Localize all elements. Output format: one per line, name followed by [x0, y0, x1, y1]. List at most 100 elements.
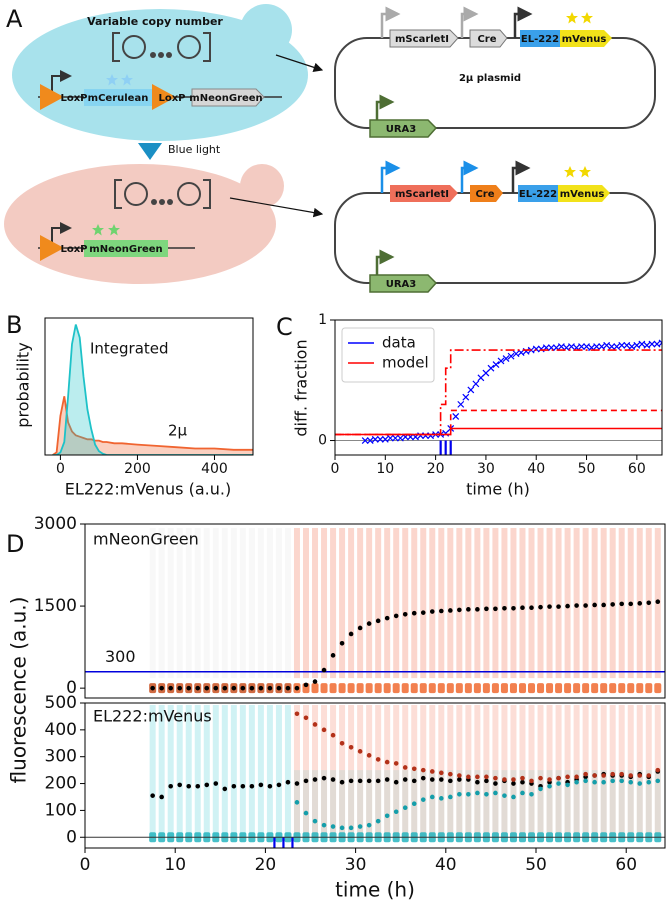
cell-cloud — [347, 683, 355, 694]
median-point — [438, 796, 444, 801]
median-point — [222, 685, 228, 691]
cell-cloud — [375, 770, 382, 838]
cell-cloud — [582, 683, 590, 694]
median-point — [231, 685, 237, 691]
cell-cloud — [600, 683, 608, 694]
median-point — [357, 778, 363, 784]
star — [581, 12, 593, 24]
data-point — [608, 343, 616, 350]
cell-cloud — [564, 683, 572, 694]
x-tick-label: 60 — [615, 855, 637, 875]
cell-cloud — [528, 770, 535, 838]
median-point — [177, 782, 183, 788]
cell-cloud — [375, 528, 382, 679]
median-point — [556, 604, 561, 609]
cell-cloud — [348, 770, 355, 838]
plot-area — [85, 528, 665, 694]
chart-scatter: time (h) EL222:mVenus 0 10 20 30 40 50 60 0 100 200… — [45, 693, 666, 902]
cell-cloud — [158, 528, 165, 679]
cell-cloud — [483, 528, 490, 679]
cell-cloud — [429, 770, 436, 838]
cell-cloud — [555, 705, 562, 838]
median-point — [330, 653, 336, 658]
median-point — [448, 608, 453, 613]
cell-cloud — [158, 705, 165, 838]
x-tick-label: 400 — [201, 461, 228, 477]
promoter — [513, 6, 533, 38]
median-point — [601, 602, 606, 608]
median-point — [213, 781, 219, 786]
x-tick-label: 60 — [628, 461, 646, 477]
median-point — [312, 777, 318, 782]
panel-label: D — [6, 530, 24, 558]
data-point — [557, 343, 565, 350]
cell-cloud — [429, 528, 436, 679]
median-point — [457, 773, 462, 778]
cell-cloud — [176, 528, 183, 679]
promoter — [375, 94, 395, 120]
data-point — [467, 386, 475, 394]
median-point — [384, 759, 390, 765]
y-tick-label: 300 — [45, 747, 77, 767]
gene-box — [390, 185, 458, 202]
median-point — [448, 778, 453, 784]
median-point — [420, 775, 426, 781]
cell-cloud — [257, 705, 264, 838]
annotation: EL222:mVenus — [93, 707, 212, 726]
cell-cloud — [420, 770, 427, 838]
median-point — [511, 781, 516, 786]
median-point — [592, 779, 597, 785]
x-axis-label: time (h) — [466, 480, 530, 499]
cell-cloud — [402, 770, 409, 838]
median-point — [330, 824, 336, 829]
data-point — [487, 364, 495, 372]
y-tick-label: 1 — [318, 312, 327, 328]
cell-cloud — [509, 683, 517, 694]
median-point — [466, 607, 471, 612]
median-point — [285, 685, 291, 691]
cell-cloud — [546, 705, 553, 838]
promoter — [460, 6, 479, 38]
data-point — [628, 343, 636, 350]
gene-label: mScarletI — [395, 189, 449, 200]
series-label: 2μ — [168, 422, 188, 440]
y-tick-label: 1500 — [34, 596, 77, 616]
plot-area — [335, 339, 662, 455]
median-point — [420, 767, 426, 773]
data-point — [512, 350, 520, 358]
median-point — [159, 794, 164, 800]
median-point — [493, 775, 498, 781]
median-point — [547, 604, 552, 609]
cell-cloud — [374, 683, 382, 694]
y-axis-label: diff. fraction — [292, 339, 311, 436]
cell-cloud — [518, 683, 526, 694]
median-point — [375, 778, 381, 784]
median-point — [646, 600, 652, 606]
cell-cloud — [393, 705, 400, 838]
median-point — [186, 783, 192, 789]
panel-label: B — [6, 311, 22, 339]
x-tick-label: 30 — [345, 855, 367, 875]
median-point — [628, 773, 634, 778]
median-point — [592, 773, 597, 778]
cell-cloud — [591, 705, 598, 838]
cell-cloud — [474, 528, 481, 679]
median-point — [366, 753, 372, 758]
cell-cloud — [392, 683, 400, 694]
median-point — [321, 667, 327, 673]
median-point — [466, 774, 471, 780]
median-point — [321, 775, 327, 781]
x-tick-label: 20 — [427, 461, 445, 477]
cell-cloud — [564, 528, 571, 679]
cell-cloud — [221, 705, 228, 838]
median-point — [493, 781, 498, 786]
median-point — [655, 767, 661, 773]
median-point — [339, 825, 345, 831]
data-point — [598, 343, 606, 350]
cell-cloud — [330, 705, 337, 838]
median-point — [429, 794, 435, 800]
arrow — [275, 54, 324, 72]
x-tick-label: 10 — [376, 461, 394, 477]
median-point — [457, 607, 462, 613]
